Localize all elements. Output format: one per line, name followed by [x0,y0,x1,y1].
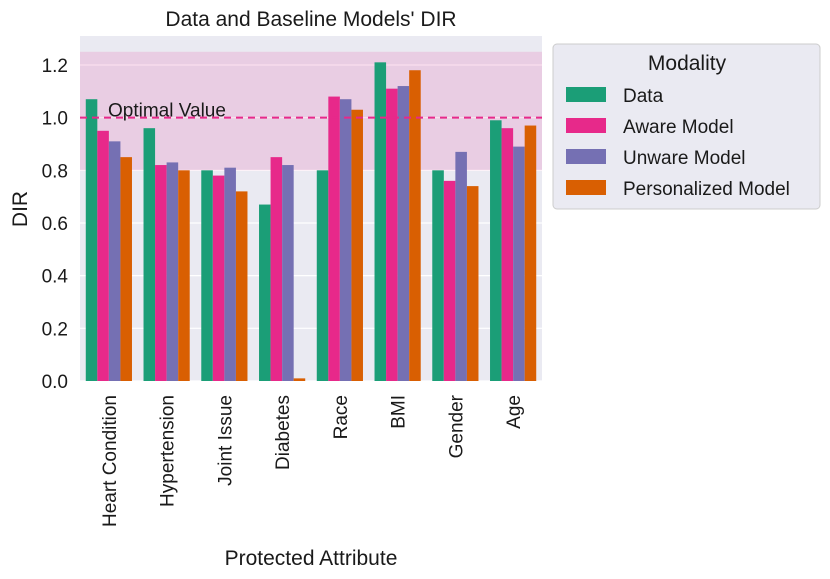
optimal-value-annotation: Optimal Value [108,101,226,122]
x-tick-label: Gender [446,394,467,458]
bar-personalized-model [524,125,537,381]
bar-aware-model [270,157,283,381]
x-tick-label: Race [331,395,352,439]
chart-title: Data and Baseline Models' DIR [165,8,456,31]
bar-personalized-model [351,109,363,382]
y-axis-label: DIR [9,191,32,227]
bar-data [490,120,502,381]
y-tick-label: 0.6 [42,214,68,235]
bar-unware-model [513,146,525,381]
bar-data [201,170,213,381]
legend-entry: Personalized Model [623,179,790,200]
bar-aware-model [386,88,398,381]
bar-personalized-model [120,157,132,381]
legend-title: Modality [648,52,727,75]
y-tick-label: 0.2 [42,319,68,340]
x-tick-label: BMI [389,395,410,429]
bar-personalized-model [409,70,421,382]
bar-personalized-model [466,186,479,381]
x-tick-label: Joint Issue [215,395,236,486]
y-tick-label: 0.0 [42,372,68,393]
y-tick-label: 1.2 [42,56,68,77]
bar-unware-model [339,99,352,381]
legend-entry: Aware Model [623,117,734,138]
bar-aware-model [501,128,514,381]
bar-personalized-model [178,170,190,381]
legend-entry: Data [623,86,664,107]
bar-aware-model [97,130,109,381]
legend-box [552,43,821,210]
x-tick-label: Hypertension [158,395,179,507]
bar-personalized-model [235,191,248,381]
bar-unware-model [166,162,179,381]
bars [85,62,537,382]
y-axis-ticks: 0.0 0.2 0.4 0.6 0.8 1.0 1.2 [42,56,69,393]
x-tick-label: Diabetes [273,395,294,470]
bar-unware-model [455,151,467,381]
y-tick-label: 0.4 [42,267,69,288]
bar-data [374,62,387,381]
optimal-range-band [80,51,542,171]
bar-data [432,170,444,381]
bar-data [85,99,98,381]
bar-unware-model [224,167,236,381]
legend-swatch [566,180,606,195]
bar-unware-model [108,141,121,381]
bar-aware-model [328,96,340,382]
x-tick-label: Heart Condition [100,395,121,527]
legend-swatch [566,87,606,102]
bar-data [143,128,156,381]
x-tick-label: Age [504,395,525,429]
bar-data [316,170,329,381]
legend-swatch [566,149,606,164]
bar-aware-model [155,165,167,381]
legend-swatch [566,118,606,133]
bar-data [259,204,271,381]
bar-aware-model [443,180,456,381]
legend: Modality Data Aware Model Unware Model Pers… [552,43,821,210]
y-tick-label: 1.0 [42,109,68,130]
y-tick-label: 0.8 [42,161,68,182]
legend-entry: Unware Model [623,148,746,169]
bar-personalized-model [293,378,306,381]
x-axis-ticks: Heart Condition Hypertension Joint Issue Di… [100,394,525,527]
x-axis-label: Protected Attribute [225,547,398,570]
bar-unware-model [397,86,410,381]
bar-unware-model [282,165,294,381]
bar-aware-model [212,175,225,381]
